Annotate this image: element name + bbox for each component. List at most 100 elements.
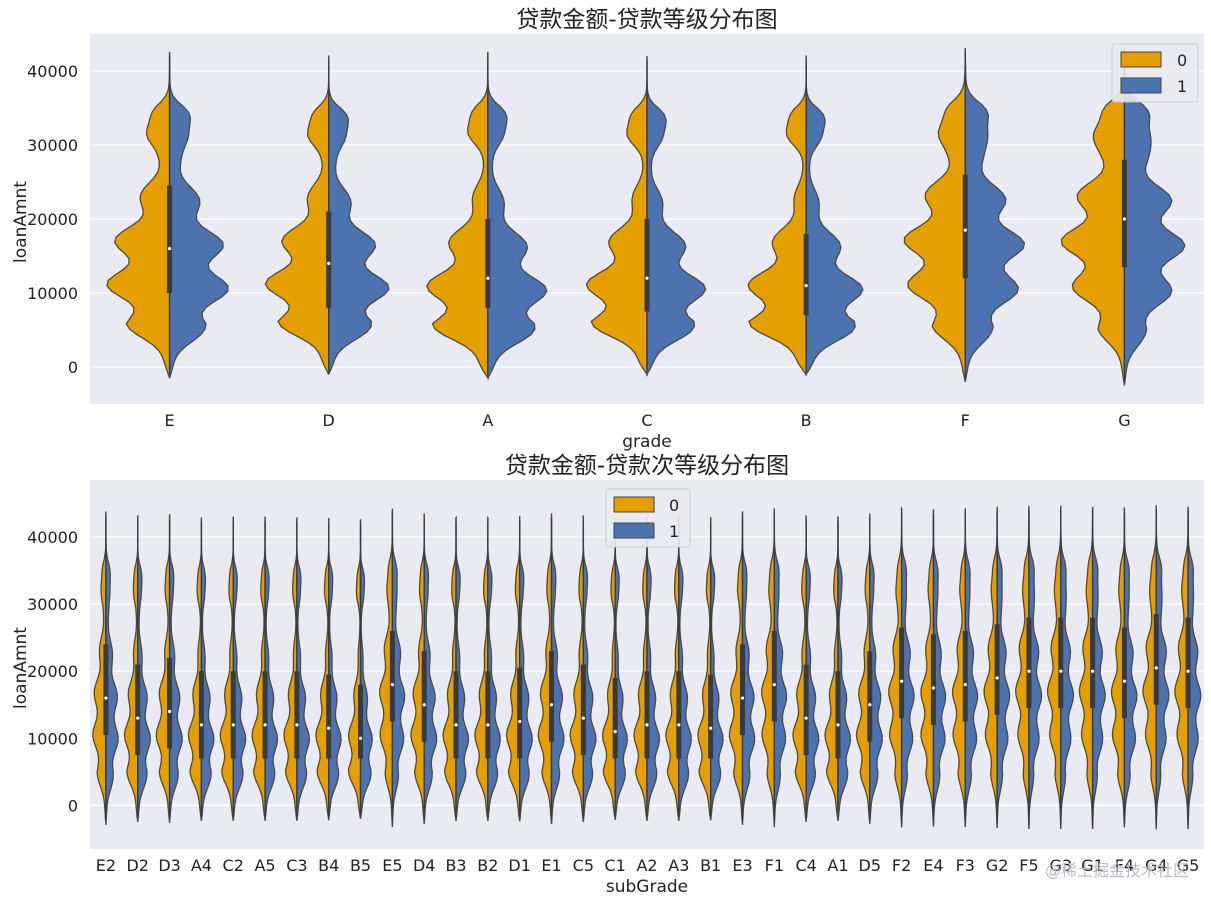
violin-half-1-A5 (264, 516, 279, 821)
violin-half-1-E5 (391, 508, 406, 827)
bottom-legend-label-0: 0 (669, 496, 679, 515)
y-tick-label: 10000 (27, 729, 78, 748)
bottom-legend-swatch-0 (613, 496, 655, 513)
violin-half-0-E (106, 51, 171, 379)
violin-half-0-F2 (888, 506, 903, 828)
violin-iqr-box-A1 (835, 671, 841, 759)
violin-iqr-box-C4 (803, 664, 809, 756)
violin-half-1-B5 (359, 518, 373, 819)
violin-iqr-box-A3 (676, 671, 682, 759)
violin-median-G1 (1091, 669, 1095, 673)
violin-iqr-box-C5 (580, 664, 586, 756)
violin-half-0-A (426, 51, 489, 381)
violin-half-1-D5 (869, 513, 883, 824)
violin-iqr-box-E (167, 185, 173, 293)
violin-half-0-A2 (633, 517, 648, 821)
violin-iqr-box-D3 (167, 657, 173, 749)
violin-half-0-A3 (665, 516, 680, 821)
violin-iqr-box-C1 (612, 677, 618, 759)
violin-iqr-box-G (1121, 159, 1127, 268)
x-tick-label: D5 (859, 856, 882, 875)
violin-iqr-box-C3 (294, 671, 300, 759)
violin-half-1-E (168, 51, 229, 379)
violin-half-0-E4 (920, 509, 935, 827)
violin-median-E3 (740, 696, 745, 700)
top-legend-swatch-0 (1120, 51, 1162, 68)
x-tick-label: G2 (986, 856, 1009, 875)
violin-median-G (1122, 217, 1127, 221)
watermark: @稀土掘金技术社区 (1044, 861, 1189, 880)
violin-iqr-box-B (803, 233, 809, 316)
violin-iqr-box-B5 (358, 684, 364, 759)
violin-median-D5 (868, 703, 872, 707)
violin-half-0-C1 (601, 517, 616, 820)
violin-half-0-G (1060, 48, 1126, 386)
x-tick-label: A1 (827, 856, 848, 875)
violin-median-C3 (295, 723, 299, 727)
top-legend-label-1: 1 (1177, 77, 1187, 96)
top-legend-label-0: 0 (1177, 51, 1187, 70)
violin-median-A4 (199, 723, 203, 727)
violin-median-C5 (581, 716, 585, 720)
violin-iqr-box-G4 (1153, 614, 1159, 705)
violin-half-0-E2 (92, 511, 107, 825)
violin-half-0-B5 (347, 518, 362, 819)
violin-iqr-box-A4 (198, 671, 204, 759)
violin-median-F4 (1122, 679, 1127, 683)
violin-half-1-B (805, 55, 864, 377)
bottom-chart-panel: 0 10000 20000 30000 40000 E2 D2 D3 A4 C2 A5 C3 B4 B5… (11, 453, 1204, 897)
violin-half-0-C (585, 56, 648, 377)
violin-half-0-F4 (1110, 506, 1126, 828)
x-tick-label: G3 (1049, 856, 1072, 875)
bottom-y-axis-label: loanAmnt (11, 627, 31, 709)
y-tick-label: 0 (68, 796, 78, 815)
x-tick-label: G1 (1081, 856, 1104, 875)
violin-half-1-D1 (519, 516, 533, 822)
violin-median-C (645, 276, 649, 280)
violin-half-0-B4 (315, 517, 330, 821)
top-chart-title: 贷款金额-贷款等级分布图 (516, 7, 777, 33)
violin-median-E5 (390, 683, 394, 687)
x-tick-label: D3 (158, 856, 181, 875)
x-tick-label: A (482, 411, 493, 430)
violin-half-1-C1 (614, 517, 629, 820)
violin-half-1-G5 (1187, 506, 1202, 829)
x-tick-label: A4 (191, 856, 212, 875)
violin-iqr-box-D5 (867, 651, 873, 742)
violin-iqr-box-A2 (644, 671, 650, 759)
violin-iqr-box-F3 (962, 630, 968, 722)
violin-half-1-G4 (1155, 504, 1170, 830)
violin-median-B1 (709, 726, 713, 730)
violin-half-1-A (487, 51, 548, 379)
violin-iqr-box-E4 (930, 634, 936, 725)
x-tick-label: F1 (765, 856, 784, 875)
x-tick-label: E5 (382, 856, 402, 875)
x-tick-label: E2 (96, 856, 116, 875)
y-tick-label: 30000 (27, 136, 78, 155)
x-tick-label: E (165, 411, 175, 430)
violin-half-1-D2 (137, 514, 152, 822)
violin-half-0-G4 (1142, 504, 1157, 830)
top-chart-panel: 0 10000 20000 30000 40000 E D A C B F G 贷款金额-贷款等级分… (11, 7, 1204, 452)
violin-median-G5 (1186, 669, 1190, 673)
violin-half-1-C (646, 56, 707, 377)
violin-median-E2 (104, 696, 108, 700)
violin-half-1-C3 (296, 517, 311, 821)
violin-median-E (167, 247, 172, 251)
x-tick-label: D4 (413, 856, 436, 875)
violin-half-0-B3 (442, 516, 457, 821)
violin-median-D3 (167, 709, 172, 714)
violin-half-1-G3 (1060, 505, 1075, 829)
x-tick-label: B1 (700, 856, 721, 875)
violin-median-F2 (900, 679, 904, 683)
violin-iqr-box-B1 (708, 674, 714, 759)
violin-half-0-E5 (379, 508, 394, 827)
violin-median-D1 (518, 719, 522, 724)
x-tick-label: F3 (956, 856, 975, 875)
x-tick-label: C (641, 411, 652, 430)
violin-half-0-G2 (983, 505, 998, 828)
violin-median-A5 (263, 723, 267, 727)
y-tick-label: 0 (68, 358, 78, 377)
x-tick-label: B (801, 411, 812, 430)
